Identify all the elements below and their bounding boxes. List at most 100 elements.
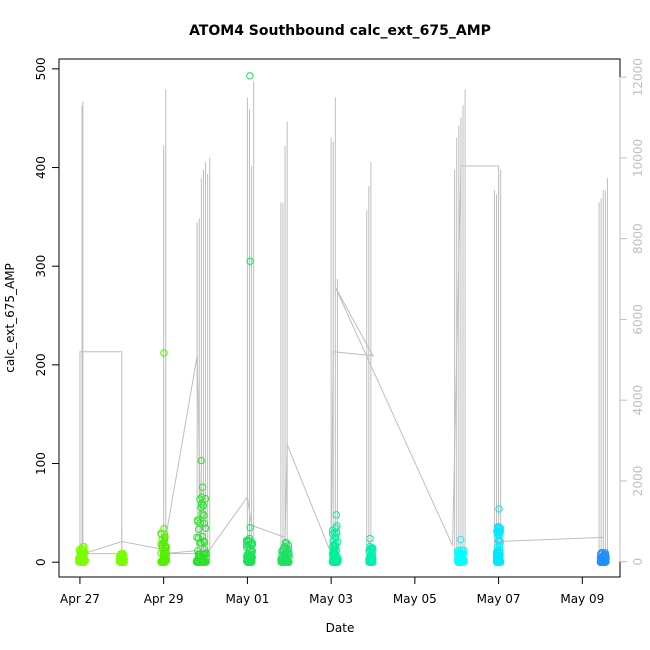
data-point — [460, 546, 468, 555]
data-point — [201, 524, 210, 532]
data-point — [199, 501, 208, 510]
plot-frame — [58, 58, 621, 578]
y2-tick-label: 12000 — [631, 58, 645, 96]
y2-tick-label: 0 — [631, 558, 645, 566]
data-point — [157, 558, 166, 566]
y2-tick-label: 2000 — [631, 466, 645, 497]
data-point-outlier — [457, 535, 465, 544]
data-point — [120, 554, 128, 563]
data-point — [277, 558, 285, 566]
data-point — [198, 532, 207, 541]
data-point-outlier — [246, 72, 254, 80]
data-point-outlier — [197, 456, 205, 465]
data-point-outlier — [198, 493, 206, 501]
data-point — [196, 495, 204, 503]
x-axis-label: Date — [326, 621, 355, 635]
x-tick-label: May 09 — [560, 592, 604, 606]
data-point — [280, 550, 288, 559]
data-point — [115, 555, 124, 564]
chart-title: ATOM4 Southbound calc_ext_675_AMP — [189, 23, 491, 39]
data-point — [366, 553, 375, 562]
data-point — [200, 558, 208, 566]
data-point — [455, 552, 464, 561]
data-point — [198, 510, 206, 518]
data-point — [334, 557, 342, 565]
data-point — [200, 511, 208, 520]
data-point-outlier — [332, 511, 341, 519]
data-point — [334, 538, 342, 546]
data-point — [202, 558, 210, 566]
data-point — [80, 542, 88, 551]
data-point — [194, 517, 202, 526]
data-point — [246, 557, 255, 565]
y-tick-label: 200 — [34, 353, 48, 376]
data-point-outlier — [160, 524, 168, 533]
data-point — [159, 539, 167, 547]
secondary-connector-line — [79, 165, 604, 555]
x-tick-label: May 01 — [225, 592, 269, 606]
data-point — [157, 549, 165, 557]
data-point — [493, 527, 501, 535]
data-point — [200, 519, 209, 528]
data-point — [329, 550, 338, 558]
y-tick-label: 300 — [34, 255, 48, 278]
data-point — [333, 522, 341, 530]
data-point — [494, 553, 502, 561]
data-point-outlier — [246, 257, 254, 265]
data-point — [329, 537, 337, 545]
data-point — [495, 541, 504, 550]
y2-axis: 0 2000 4000 6000 8000 10000 12000 — [619, 58, 645, 566]
data-point — [368, 545, 376, 553]
data-point — [331, 533, 340, 542]
y-axis: 0 100 200 300 400 500 — [34, 57, 60, 566]
x-tick-label: May 05 — [393, 592, 437, 606]
data-point-outlier — [495, 505, 503, 513]
data-point — [118, 556, 126, 564]
y-tick-label: 100 — [34, 452, 48, 475]
x-tick-label: Apr 29 — [144, 592, 184, 606]
data-point — [197, 558, 205, 566]
y-tick-label: 0 — [34, 558, 48, 566]
data-point — [493, 543, 502, 552]
data-point — [493, 531, 502, 539]
data-point — [329, 546, 338, 554]
secondary-series-layer — [79, 81, 608, 562]
y2-tick-label: 6000 — [631, 304, 645, 335]
data-point — [369, 544, 377, 553]
data-point — [244, 536, 252, 544]
data-point — [198, 557, 207, 565]
x-tick-label: May 03 — [309, 592, 353, 606]
x-tick-label: May 07 — [477, 592, 521, 606]
data-point — [282, 556, 290, 564]
data-point — [331, 557, 339, 565]
data-point — [200, 537, 208, 545]
data-point — [455, 558, 463, 566]
data-point — [75, 557, 83, 566]
data-point — [161, 541, 169, 549]
data-point — [76, 550, 84, 558]
y2-tick-label: 8000 — [631, 223, 645, 254]
y-axis-label: calc_ext_675_AMP — [3, 263, 17, 373]
data-point — [284, 558, 293, 566]
data-point — [329, 558, 338, 566]
y-tick-label: 500 — [34, 57, 48, 80]
data-point — [598, 556, 607, 565]
data-point — [492, 548, 501, 557]
data-point — [367, 558, 376, 566]
data-point-outlier — [198, 483, 207, 491]
data-point — [459, 557, 467, 566]
data-point-outlier — [366, 534, 374, 543]
x-axis: Apr 27 Apr 29 May 01 May 03 May 05 May 07 May … — [60, 576, 604, 606]
y-tick-label: 400 — [34, 156, 48, 179]
data-point-outlier — [160, 349, 168, 357]
data-point-outlier — [246, 523, 254, 532]
data-point — [160, 557, 169, 566]
y2-tick-label: 4000 — [631, 385, 645, 416]
data-point — [201, 495, 210, 503]
data-point — [202, 548, 210, 557]
data-point — [117, 554, 125, 562]
data-point — [160, 530, 169, 538]
data-point — [495, 536, 503, 545]
x-tick-label: Apr 27 — [60, 592, 100, 606]
